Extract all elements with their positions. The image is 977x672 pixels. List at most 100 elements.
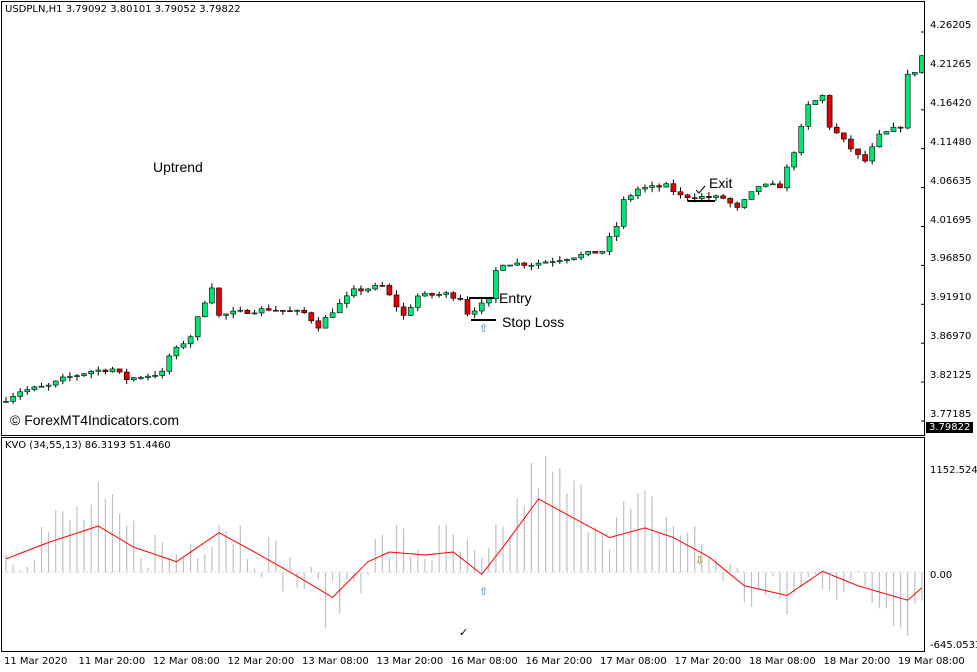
kvo-axis-zero: 0.00 (930, 570, 953, 581)
time-tick-label: 11 Mar 20:00 (78, 656, 146, 667)
bullish-candle (642, 187, 648, 190)
buy-signal-arrow-icon: ⇧ (479, 586, 489, 598)
bullish-candle (769, 183, 776, 186)
time-tick-label: 16 Mar 08:00 (451, 656, 518, 667)
bearish-candle (720, 195, 726, 199)
bearish-candle (840, 132, 847, 140)
bullish-candle (514, 262, 521, 266)
price-tick-label: 3.91910 (930, 292, 972, 304)
bullish-candle (336, 303, 343, 314)
bullish-candle (471, 310, 478, 315)
bullish-candle (535, 262, 542, 266)
bullish-candle (230, 310, 236, 315)
bearish-candle (592, 251, 599, 254)
bearish-candle (123, 371, 130, 381)
bullish-candle (493, 270, 499, 300)
buy-arrow-icon: ⇧ (479, 323, 489, 335)
bullish-candle (223, 313, 229, 316)
bearish-candle (379, 285, 386, 287)
bullish-candle (81, 373, 87, 376)
time-tick-label: 19 Mar 08:00 (898, 656, 965, 667)
bullish-candle (713, 195, 719, 198)
exit-label: Exit (709, 175, 733, 191)
bullish-candle (663, 183, 670, 188)
bearish-candle (308, 312, 315, 322)
bullish-candle (698, 196, 705, 199)
bearish-candle (691, 197, 698, 200)
bullish-candle (549, 261, 556, 263)
bullish-candle (237, 309, 244, 312)
bearish-candle (862, 154, 868, 162)
time-tick-label: 16 Mar 20:00 (525, 656, 593, 667)
bearish-candle (833, 126, 840, 134)
candlestick-chart (3, 31, 924, 422)
bullish-candle (436, 294, 442, 296)
bearish-candle (265, 308, 272, 311)
bullish-candle (542, 261, 549, 264)
bullish-candle (556, 260, 563, 262)
time-tick-label: 18 Mar 08:00 (749, 656, 816, 667)
price-chart-pane[interactable]: USDPLN,H1 3.79092 3.80101 3.79052 3.7982… (1, 1, 925, 436)
bullish-candle (365, 288, 371, 292)
bullish-candle (10, 396, 16, 402)
bullish-candle (571, 257, 577, 260)
bullish-candle (876, 133, 883, 148)
bullish-candle (251, 312, 258, 315)
bullish-candle (599, 251, 606, 254)
bullish-candle (798, 126, 805, 154)
bullish-candle (74, 375, 80, 377)
exit-check-icon (695, 185, 706, 194)
bearish-candle (301, 309, 308, 313)
kvo-chart (2, 456, 924, 636)
price-tick-label: 3.82125 (930, 370, 972, 382)
bullish-candle (173, 346, 180, 357)
bullish-candle (869, 146, 876, 162)
bullish-candle (294, 309, 300, 312)
bearish-candle (684, 194, 691, 199)
bearish-candle (897, 126, 904, 129)
bearish-candle (656, 185, 663, 188)
time-tick-label: 13 Mar 08:00 (302, 656, 369, 667)
bullish-candle (67, 376, 73, 378)
check-mark-icon: ✓ (459, 627, 469, 639)
bearish-candle (244, 309, 251, 315)
bullish-candle (620, 199, 627, 227)
bullish-candle (613, 225, 620, 237)
price-tick-label: 3.77185 (930, 409, 972, 420)
bullish-candle (791, 152, 797, 168)
bearish-candle (677, 191, 684, 196)
bearish-candle (386, 285, 393, 296)
bullish-candle (343, 295, 350, 304)
bullish-candle (819, 95, 826, 101)
bullish-candle (919, 55, 924, 73)
bullish-candle (741, 199, 748, 208)
time-tick-label: 18 Mar 20:00 (823, 656, 891, 667)
bearish-candle (464, 299, 471, 315)
price-tick-label: 4.01695 (930, 214, 972, 226)
bullish-candle (322, 317, 329, 329)
kvo-indicator-pane[interactable]: KVO (34,55,13) 86.3193 51.4460 ⇧ ⇩ ✓ (1, 437, 925, 652)
bullish-candle (45, 384, 52, 387)
uptrend-label: Uptrend (153, 159, 203, 175)
bullish-candle (635, 188, 641, 197)
bullish-candle (3, 401, 9, 403)
bullish-candle (606, 236, 613, 252)
bullish-candle (329, 312, 336, 318)
stop-loss-label: Stop Loss (502, 314, 565, 330)
bearish-candle (102, 369, 109, 373)
bullish-candle (507, 264, 513, 267)
bearish-candle (855, 148, 861, 155)
bearish-candle (280, 310, 286, 312)
bearish-candle (429, 293, 435, 296)
bullish-candle (17, 391, 23, 397)
bullish-candle (138, 377, 144, 379)
bullish-candle (422, 293, 428, 297)
bullish-candle (812, 100, 819, 105)
kvo-signal-line (5, 498, 923, 601)
bearish-candle (521, 262, 528, 266)
price-tick-label: 3.96850 (930, 253, 972, 265)
bullish-candle (88, 371, 94, 375)
bullish-candle (762, 183, 769, 187)
bullish-candle (407, 307, 414, 316)
bullish-candle (131, 377, 137, 381)
